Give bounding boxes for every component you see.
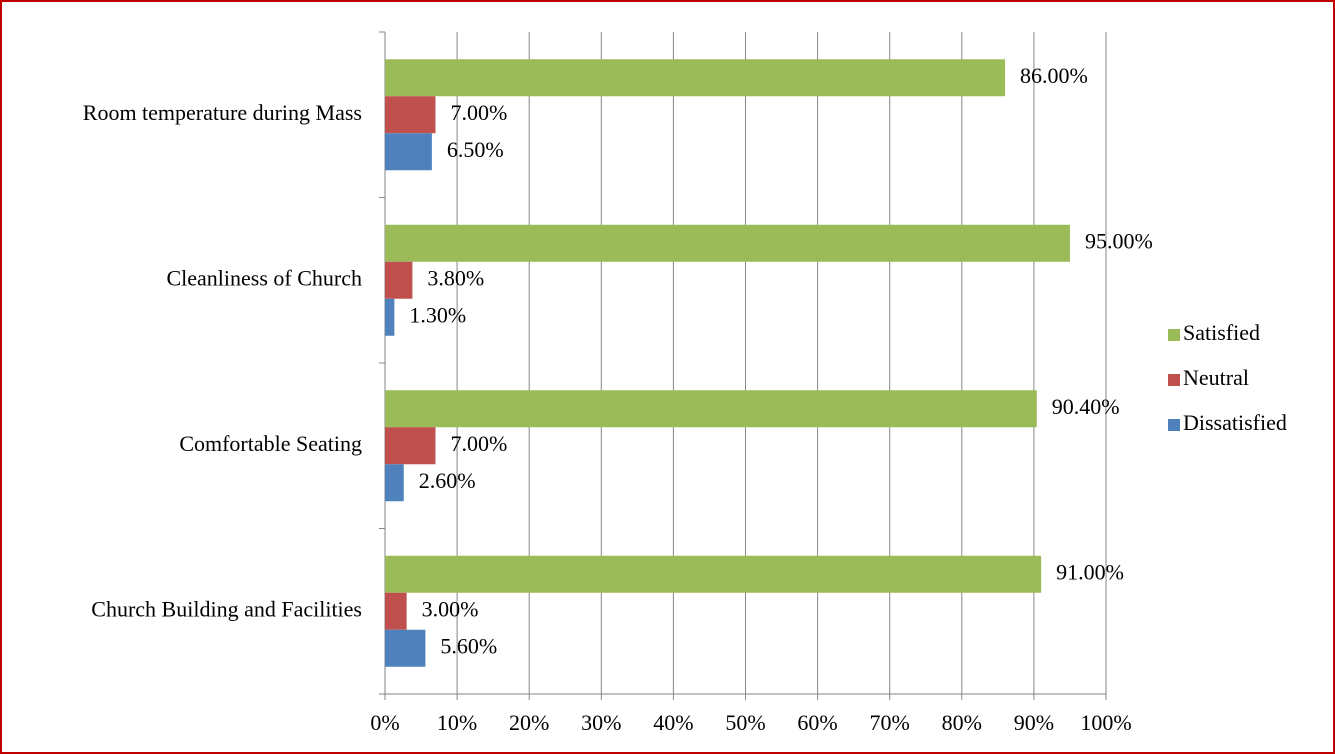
data-label: 6.50%	[447, 137, 504, 162]
bar	[385, 390, 1037, 428]
legend-label: Neutral	[1183, 365, 1249, 390]
data-label: 86.00%	[1020, 63, 1088, 88]
y-tick-label: Room temperature during Mass	[83, 100, 362, 125]
x-tick-label: 70%	[870, 710, 910, 735]
data-label: 90.40%	[1052, 394, 1120, 419]
bar	[385, 592, 407, 630]
data-label: 95.00%	[1085, 228, 1153, 253]
bar	[385, 298, 395, 336]
data-label: 7.00%	[450, 431, 507, 456]
bar	[385, 464, 404, 502]
x-tick-label: 60%	[797, 710, 837, 735]
x-tick-label: 40%	[653, 710, 693, 735]
y-tick-label: Cleanliness of Church	[166, 265, 362, 290]
bar	[385, 427, 436, 465]
bar	[385, 224, 1070, 262]
bar	[385, 629, 426, 667]
data-label: 3.80%	[427, 265, 484, 290]
legend-swatch	[1168, 329, 1180, 341]
bar	[385, 133, 432, 171]
bar	[385, 261, 413, 299]
data-label: 2.60%	[419, 468, 476, 493]
x-tick-label: 30%	[581, 710, 621, 735]
x-tick-label: 90%	[1014, 710, 1054, 735]
data-label: 91.00%	[1056, 559, 1124, 584]
x-tick-label: 10%	[437, 710, 477, 735]
bar	[385, 59, 1006, 97]
x-tick-label: 20%	[509, 710, 549, 735]
data-label: 3.00%	[422, 596, 479, 621]
x-tick-label: 80%	[942, 710, 982, 735]
x-tick-label: 100%	[1080, 710, 1131, 735]
data-label: 1.30%	[409, 302, 466, 327]
legend-swatch	[1168, 374, 1180, 386]
legend-label: Dissatisfied	[1183, 410, 1287, 435]
legend-swatch	[1168, 419, 1180, 431]
bar	[385, 96, 436, 134]
legend-label: Satisfied	[1183, 320, 1260, 345]
x-tick-label: 0%	[370, 710, 399, 735]
data-label: 5.60%	[440, 633, 497, 658]
y-tick-label: Church Building and Facilities	[91, 596, 362, 621]
bar	[385, 555, 1042, 593]
data-label: 7.00%	[450, 100, 507, 125]
x-tick-label: 50%	[725, 710, 765, 735]
y-tick-label: Comfortable Seating	[179, 431, 362, 456]
